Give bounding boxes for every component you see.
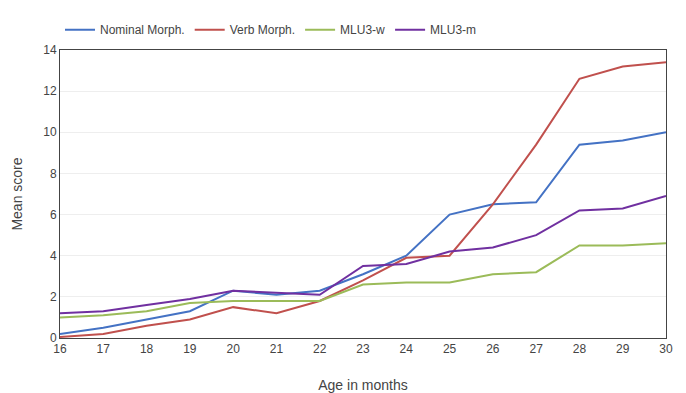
svg-text:6: 6 xyxy=(50,208,57,222)
svg-text:18: 18 xyxy=(140,342,154,356)
svg-text:Nominal Morph.: Nominal Morph. xyxy=(100,23,185,37)
svg-text:MLU3-m: MLU3-m xyxy=(430,23,476,37)
svg-text:28: 28 xyxy=(573,342,587,356)
svg-text:21: 21 xyxy=(270,342,284,356)
svg-text:24: 24 xyxy=(400,342,414,356)
svg-text:8: 8 xyxy=(50,167,57,181)
svg-text:17: 17 xyxy=(97,342,111,356)
svg-text:16: 16 xyxy=(53,342,67,356)
svg-text:27: 27 xyxy=(529,342,543,356)
svg-text:26: 26 xyxy=(486,342,500,356)
svg-text:10: 10 xyxy=(43,125,57,139)
svg-text:20: 20 xyxy=(226,342,240,356)
svg-text:25: 25 xyxy=(443,342,457,356)
svg-text:4: 4 xyxy=(50,249,57,263)
svg-text:Age in months: Age in months xyxy=(318,377,408,393)
svg-text:23: 23 xyxy=(356,342,370,356)
svg-text:0: 0 xyxy=(50,331,57,345)
svg-text:MLU3-w: MLU3-w xyxy=(340,23,385,37)
svg-text:22: 22 xyxy=(313,342,327,356)
svg-text:19: 19 xyxy=(183,342,197,356)
svg-text:Verb Morph.: Verb Morph. xyxy=(230,23,295,37)
svg-text:30: 30 xyxy=(659,342,673,356)
svg-text:2: 2 xyxy=(50,290,57,304)
svg-text:Mean score: Mean score xyxy=(9,157,25,230)
svg-text:14: 14 xyxy=(43,43,57,57)
svg-text:12: 12 xyxy=(43,84,57,98)
svg-text:29: 29 xyxy=(616,342,630,356)
